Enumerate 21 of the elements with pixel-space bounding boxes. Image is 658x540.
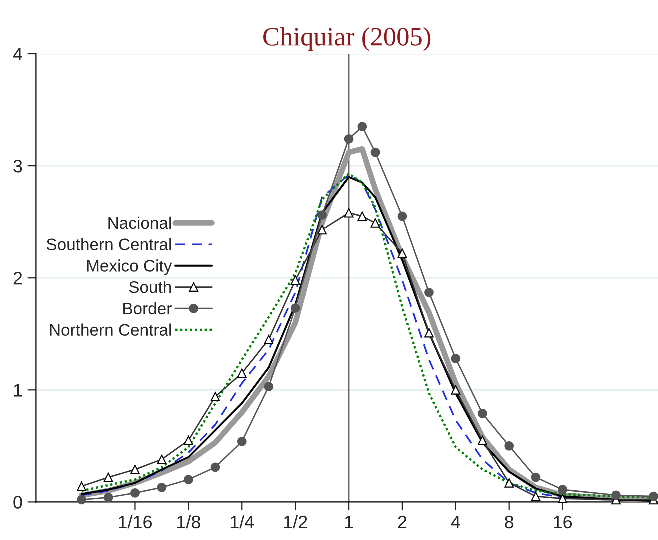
- x-tick-label: 1: [345, 516, 354, 528]
- legend-label: Southern Central: [46, 238, 172, 251]
- x-tick-label: 1/2: [284, 515, 308, 529]
- x-tick-label: 1/8: [178, 515, 200, 529]
- legend-label: South: [129, 281, 172, 294]
- chart-title: Chiquiar (2005): [264, 27, 431, 52]
- legend-label: Mexico City: [87, 260, 172, 276]
- x-tick-label: 16: [554, 516, 572, 529]
- x-tick-label: 1/4: [230, 515, 254, 529]
- x-tick-label: 4: [451, 516, 460, 528]
- y-tick-label: 3: [14, 160, 22, 173]
- legend-label: Nacional: [108, 216, 172, 230]
- y-tick-label: 1: [14, 384, 22, 397]
- y-tick-label: 0: [14, 496, 22, 509]
- legend-label: Border: [124, 302, 172, 315]
- y-tick-label: 2: [14, 272, 22, 285]
- y-tick-label: 4: [13, 48, 22, 61]
- x-tick-label: 8: [505, 516, 514, 529]
- x-tick-label: 1/16: [119, 515, 152, 529]
- x-tick-label: 2: [398, 516, 407, 528]
- legend-label: Northern Central: [50, 324, 172, 336]
